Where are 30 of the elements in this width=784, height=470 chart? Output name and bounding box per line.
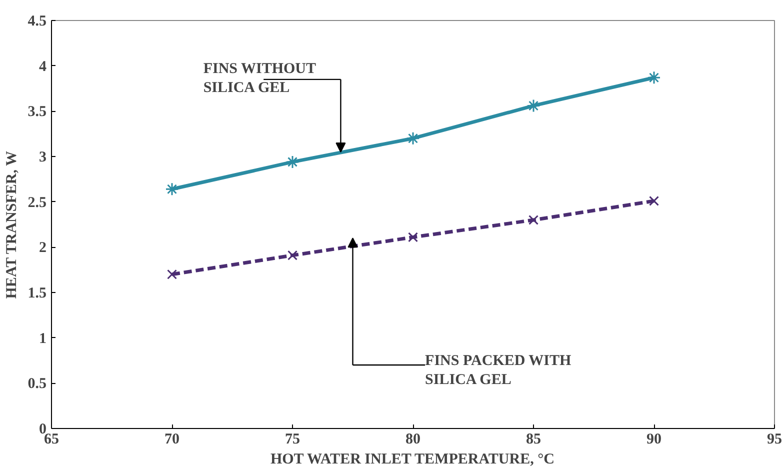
point [649, 196, 659, 206]
point [406, 132, 420, 146]
y-tick-label: 4.5 [28, 14, 46, 30]
annotation: FINS WITHOUT SILICA GEL [203, 60, 316, 96]
x-tick-label: 80 [406, 432, 420, 448]
point [528, 214, 538, 225]
y-tick-label: 2.5 [28, 194, 46, 211]
point [167, 269, 177, 280]
y-tick-label: 0.5 [28, 376, 46, 392]
x-tick-label: 95 [767, 432, 782, 448]
point [165, 182, 179, 196]
x-tick-label: 75 [285, 432, 300, 448]
y-tick-label: 3.5 [28, 104, 46, 120]
x-tick-label: 85 [526, 432, 541, 448]
y-tick-label: 4 [39, 58, 47, 75]
x-tick-label: 70 [164, 432, 180, 448]
point [647, 70, 661, 84]
y-tick-label: 3 [39, 150, 46, 166]
point [286, 155, 300, 169]
y-tick-label: 1.5 [28, 286, 46, 302]
point [526, 98, 540, 112]
point [288, 250, 298, 260]
y-axis-title: HEAT TRANSFER, W [4, 151, 20, 299]
y-tick-label: 2 [39, 240, 46, 256]
point [408, 232, 418, 242]
x-tick-label: 65 [44, 432, 59, 448]
x-axis-title: HOT WATER INLET TEMPERATURE, °C [270, 452, 554, 468]
annotation: FINS PACKED WITH SILICA GEL [425, 353, 572, 388]
y-tick-label: 1 [39, 330, 46, 347]
x-tick-label: 90 [646, 432, 662, 448]
